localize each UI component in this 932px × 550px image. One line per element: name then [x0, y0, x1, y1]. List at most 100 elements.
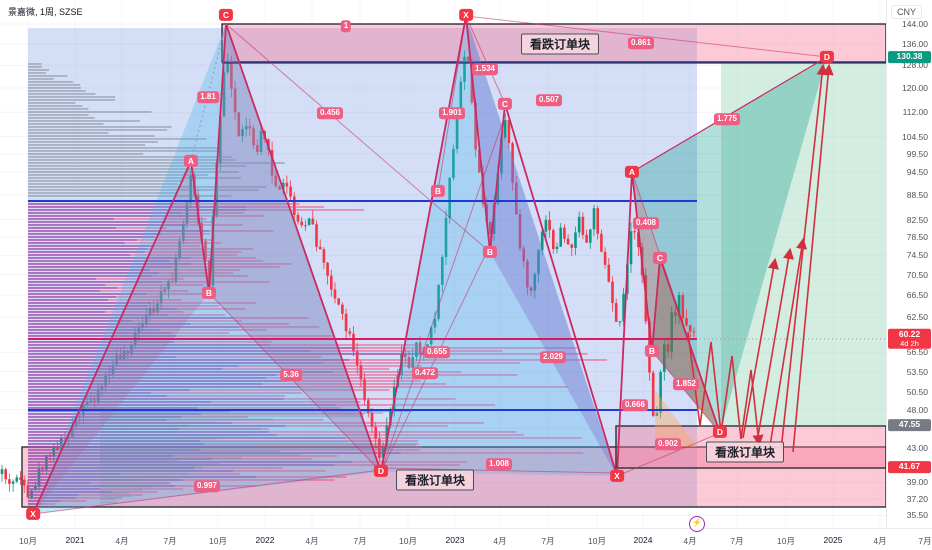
pattern-line[interactable]: [380, 244, 491, 473]
pattern-point-badge[interactable]: B: [430, 184, 446, 198]
pattern-line[interactable]: [437, 15, 467, 192]
pattern-point-badge[interactable]: D: [712, 425, 728, 439]
pattern-point-badge[interactable]: C: [218, 8, 234, 22]
volume-profile-value-area: [28, 305, 148, 307]
volume-profile-bar: [28, 195, 232, 197]
candle: [448, 177, 451, 219]
pattern-line[interactable]: [380, 467, 618, 474]
pattern-line[interactable]: [380, 114, 506, 473]
pattern-point-badge[interactable]: X: [610, 469, 624, 483]
time-tick: 4月: [683, 536, 697, 546]
time-axis[interactable]: 10月 2021 4月 7月 10月 2022 4月 7月 10月 2023 4月 7月 10月 2024…: [0, 528, 932, 550]
pattern-point-badge[interactable]: X: [26, 507, 40, 521]
volume-profile-value-area: [28, 464, 335, 466]
candle: [540, 231, 544, 251]
candle: [241, 129, 244, 137]
volume-profile-value-area: [28, 485, 175, 487]
projection-arrow[interactable]: [756, 247, 795, 443]
volume-profile-value-area: [28, 284, 106, 286]
fib-ratio-label: 0.456: [316, 107, 344, 119]
volume-profile-value-area: [28, 494, 79, 496]
pattern-point-badge[interactable]: C: [652, 251, 668, 265]
candle: [437, 284, 440, 319]
volume-profile-bar: [28, 108, 89, 110]
pattern-line[interactable]: [225, 23, 491, 253]
pattern-line[interactable]: [465, 15, 506, 105]
volume-profile-value-area: [28, 320, 133, 322]
volume-profile-value-area: [28, 467, 195, 469]
candle: [15, 477, 19, 482]
candle: [248, 126, 252, 129]
volume-profile-value-area: [28, 290, 100, 292]
projection-zigzag[interactable]: [687, 331, 764, 447]
candle: [259, 131, 263, 152]
pattern-fill: [209, 24, 381, 472]
price-axis[interactable]: 144.00 136.00 128.00 120.00 112.00 104.50 99.5…: [886, 0, 932, 528]
pattern-line[interactable]: [32, 469, 382, 515]
pattern-point-badge[interactable]: A: [183, 154, 199, 168]
pattern-point-badge[interactable]: A: [624, 165, 640, 179]
symbol-title[interactable]: 景嘉微, 1周, SZSE: [8, 7, 83, 17]
order-block-label[interactable]: 看跌订单块: [520, 33, 600, 55]
volume-profile-bar: [100, 424, 189, 427]
pattern-point-badge[interactable]: B: [201, 286, 217, 300]
volume-profile-value-area: [28, 443, 204, 445]
price-badge[interactable]: 47.55: [888, 419, 931, 431]
pattern-line[interactable]: [465, 15, 828, 58]
volume-profile-bar: [28, 126, 172, 128]
price-badge[interactable]: 60.22 4d 2h: [888, 328, 931, 350]
chart-canvas[interactable]: [0, 0, 886, 528]
volume-profile-bar: [100, 460, 178, 462]
candle: [337, 298, 340, 305]
fib-ratio-label: 1: [340, 20, 352, 32]
volume-profile-value-area: [28, 368, 223, 370]
candle: [681, 295, 685, 319]
volume-profile-bar: [100, 482, 169, 485]
time-tick: 7月: [541, 536, 555, 546]
lightning-realtime-icon[interactable]: ⚡: [689, 516, 705, 532]
volume-profile-value-area: [28, 473, 121, 475]
pattern-line[interactable]: [651, 350, 721, 434]
fib-ratio-label: 0.408: [632, 217, 660, 229]
volume-profile-bar: [28, 290, 189, 292]
volume-profile-bar: [28, 440, 419, 442]
pattern-point-badge[interactable]: D: [373, 464, 389, 478]
pattern-point-badge[interactable]: D: [819, 50, 835, 64]
pattern-line[interactable]: [208, 292, 382, 473]
volume-profile-value-area: [28, 299, 109, 301]
candle: [26, 485, 30, 498]
pattern-line[interactable]: [616, 432, 721, 477]
pattern-point-badge[interactable]: X: [459, 8, 473, 22]
volume-profile-bar: [28, 69, 49, 71]
currency-label[interactable]: CNY: [890, 5, 922, 19]
price-tick: 136.00: [902, 39, 928, 50]
volume-profile-bar: [28, 66, 42, 68]
candle: [666, 344, 670, 352]
volume-profile-bar: [28, 87, 82, 89]
projection-arrow[interactable]: [792, 63, 834, 453]
price-badge[interactable]: 41.67: [888, 461, 931, 473]
order-block-label[interactable]: 看涨订单块: [395, 469, 475, 491]
candle: [0, 469, 4, 474]
volume-profile-value-area: [28, 455, 175, 457]
candle: [374, 427, 377, 439]
time-tick: 10月: [399, 536, 417, 546]
projection-arrow[interactable]: [742, 257, 779, 439]
volume-profile-bar: [28, 494, 143, 496]
volume-profile-value-area: [28, 227, 117, 229]
candle: [574, 232, 577, 248]
volume-profile-bar: [100, 485, 153, 488]
projection-arrow[interactable]: [780, 63, 828, 451]
projection-arrow[interactable]: [769, 237, 808, 447]
price-badge[interactable]: 130.38: [888, 51, 931, 63]
candle: [670, 312, 673, 352]
chart-pane[interactable]: X A B C D X B B C A B C X D D 1 1.81 0.456 1.901 1.534 0.507…: [0, 0, 886, 528]
price-tick: 144.00: [902, 19, 928, 29]
order-block-label[interactable]: 看涨订单块: [705, 441, 785, 463]
pattern-point-badge[interactable]: C: [497, 97, 513, 111]
pattern-point-badge[interactable]: B: [644, 344, 660, 358]
time-tick: 10月: [209, 536, 227, 546]
volume-profile-bar: [28, 311, 184, 313]
volume-profile-bar: [100, 472, 188, 475]
pattern-point-badge[interactable]: B: [482, 245, 498, 259]
